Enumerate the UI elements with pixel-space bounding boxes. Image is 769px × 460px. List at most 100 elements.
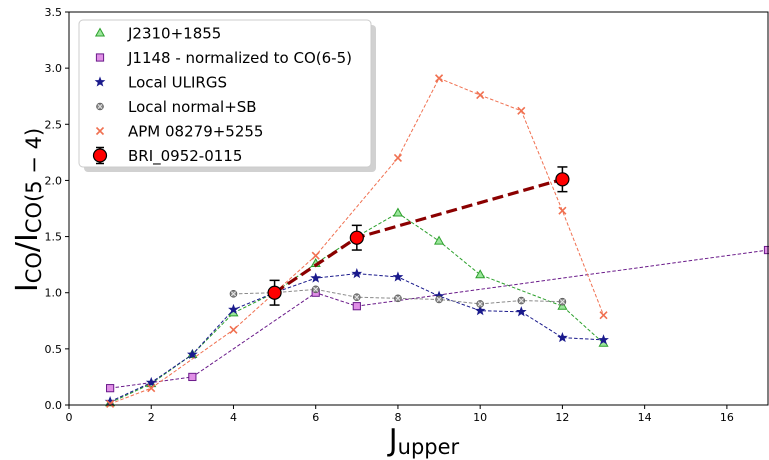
plot-frame bbox=[68, 11, 769, 406]
legend-entry: J2310+1855 bbox=[94, 25, 221, 43]
data-point bbox=[476, 91, 485, 100]
series-line bbox=[109, 273, 604, 403]
data-point bbox=[517, 296, 526, 305]
legend-marker bbox=[92, 148, 108, 163]
data-point bbox=[353, 293, 361, 302]
x-tick-label: 6 bbox=[312, 411, 319, 424]
legend-marker bbox=[95, 126, 105, 136]
legend-label: J2310+1855 bbox=[127, 25, 221, 43]
marker-cross bbox=[518, 298, 524, 304]
plot-content bbox=[104, 74, 769, 408]
data-point bbox=[394, 294, 402, 303]
data-point bbox=[311, 251, 320, 260]
legend-marker bbox=[94, 76, 106, 87]
data-point bbox=[106, 384, 115, 393]
series-line bbox=[273, 177, 563, 295]
y-tick-label: 1.0 bbox=[45, 287, 63, 300]
data-point bbox=[352, 302, 361, 311]
legend-label: Local ULIRGS bbox=[128, 74, 227, 92]
marker-cross bbox=[97, 103, 103, 110]
marker-cross bbox=[395, 295, 401, 301]
y-tick-label: 2.5 bbox=[45, 118, 63, 131]
y-axis-label-mid: /I bbox=[10, 233, 45, 252]
y-tick-label: 1.5 bbox=[45, 231, 63, 244]
y-tick-label: 2.0 bbox=[45, 174, 63, 187]
data-point bbox=[598, 334, 609, 345]
y-axis-label-sub1: CO bbox=[22, 252, 46, 283]
data-point bbox=[392, 271, 404, 282]
data-point bbox=[393, 153, 403, 163]
series-line bbox=[110, 249, 769, 389]
data-point bbox=[351, 267, 363, 279]
data-point bbox=[555, 172, 570, 187]
legend-entry: Local normal+SB bbox=[96, 98, 257, 116]
x-tick-label: 8 bbox=[394, 411, 401, 424]
data-point bbox=[188, 372, 197, 382]
marker-cross bbox=[559, 299, 565, 305]
y-axis-label-main: I bbox=[10, 283, 45, 292]
legend-box bbox=[78, 19, 372, 168]
data-point bbox=[475, 269, 486, 279]
x-tick-label: 10 bbox=[473, 411, 487, 424]
data-point bbox=[434, 74, 444, 83]
data-point bbox=[145, 376, 157, 388]
series-2 bbox=[104, 267, 609, 407]
data-point bbox=[106, 399, 115, 408]
x-axis-label-main: J bbox=[387, 423, 398, 458]
series-5 bbox=[267, 166, 570, 306]
x-axis-label-sub: upper bbox=[398, 435, 460, 459]
data-point bbox=[474, 305, 486, 316]
data-point bbox=[599, 311, 608, 320]
data-point bbox=[147, 384, 156, 393]
marker-cross bbox=[354, 294, 360, 300]
x-tick-label: 2 bbox=[148, 411, 155, 424]
legend: J2310+1855 J1148 - normalized to CO(6-5) L… bbox=[78, 19, 376, 172]
series-1 bbox=[106, 245, 769, 393]
x-tick-label: 14 bbox=[638, 411, 652, 424]
legend-entry: BRI_0952-0115 bbox=[92, 146, 242, 166]
data-point bbox=[267, 285, 282, 300]
legend-label: APM 08279+5255 bbox=[128, 123, 263, 141]
data-point bbox=[229, 325, 238, 334]
legend-label: BRI_0952-0115 bbox=[128, 147, 242, 166]
x-tick-label: 12 bbox=[555, 411, 569, 424]
y-tick-label: 0.0 bbox=[45, 399, 63, 412]
legend-marker bbox=[96, 102, 104, 111]
series-line bbox=[109, 77, 604, 405]
y-tick-label: 0.5 bbox=[45, 343, 63, 356]
marker-cross bbox=[436, 296, 442, 303]
data-point bbox=[392, 207, 403, 217]
legend-entry: J1148 - normalized to CO(6-5) bbox=[95, 49, 352, 67]
y-tick-label: 3.5 bbox=[45, 6, 63, 19]
axis-ticks: 0 2 4 6 8 10 12 14 16 0.0 0.5 1.0 1.5 2.0 2.5 3.0 3.5 bbox=[45, 6, 734, 424]
data-point bbox=[310, 272, 322, 283]
data-point bbox=[228, 303, 239, 315]
legend-marker bbox=[94, 27, 106, 37]
data-point bbox=[435, 295, 443, 304]
x-axis-label: Jupper bbox=[387, 423, 460, 459]
y-tick-label: 3.0 bbox=[45, 62, 63, 75]
data-point bbox=[517, 106, 526, 115]
data-point bbox=[515, 306, 527, 317]
data-point bbox=[186, 348, 198, 360]
legend-label: Local normal+SB bbox=[128, 98, 257, 116]
data-point bbox=[558, 206, 567, 215]
y-axis-label-sub2: CO(5 − 4) bbox=[22, 128, 46, 233]
marker-cross bbox=[313, 286, 319, 292]
y-axis-label: ICO/ICO(5 − 4) bbox=[10, 128, 46, 292]
x-tick-label: 4 bbox=[230, 411, 237, 424]
legend-label: J1148 - normalized to CO(6-5) bbox=[127, 49, 352, 67]
data-point bbox=[476, 300, 484, 308]
marker-cross bbox=[477, 301, 483, 307]
legend-entry: APM 08279+5255 bbox=[95, 123, 263, 141]
legend-marker bbox=[95, 53, 105, 62]
data-point bbox=[349, 230, 364, 245]
data-point bbox=[434, 235, 445, 245]
data-point bbox=[558, 297, 567, 306]
x-tick-label: 16 bbox=[720, 411, 734, 424]
data-point bbox=[229, 290, 238, 298]
data-point bbox=[311, 285, 320, 294]
legend-entry: Local ULIRGS bbox=[94, 74, 227, 92]
data-point bbox=[557, 331, 568, 343]
